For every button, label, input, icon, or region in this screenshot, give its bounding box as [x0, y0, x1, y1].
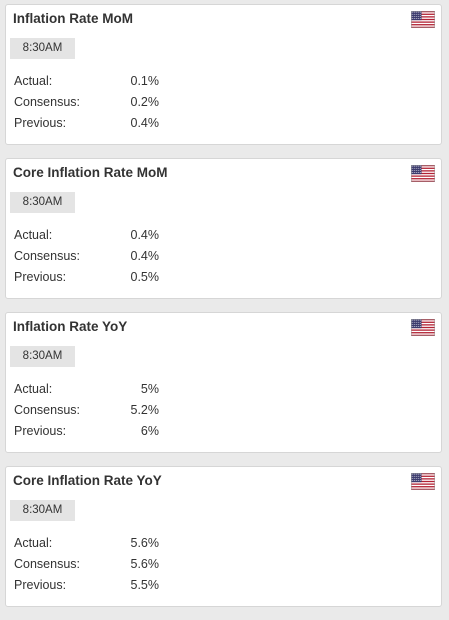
- previous-value: 0.5%: [130, 270, 160, 284]
- event-time-badge: 8:30AM: [10, 346, 75, 367]
- consensus-value: 5.2%: [130, 403, 160, 417]
- actual-value: 5%: [140, 382, 159, 396]
- event-card-core-inflation-rate-yoy[interactable]: Core Inflation Rate YoY 8:30AM Actual: 5…: [5, 466, 442, 607]
- event-title: Inflation Rate YoY: [13, 319, 128, 334]
- actual-label: Actual:: [14, 382, 53, 396]
- previous-value: 6%: [140, 424, 159, 438]
- actual-row: Actual: 0.1%: [14, 73, 159, 89]
- consensus-label: Consensus:: [14, 403, 81, 417]
- us-flag-icon: [411, 319, 435, 336]
- consensus-row: Consensus: 0.4%: [14, 248, 159, 264]
- previous-value: 0.4%: [130, 116, 160, 130]
- previous-value: 5.5%: [130, 578, 160, 592]
- event-title: Core Inflation Rate MoM: [13, 165, 168, 180]
- economic-calendar-list: Inflation Rate MoM 8:30AM Actual: 0.1% C…: [5, 4, 442, 620]
- previous-label: Previous:: [14, 578, 67, 592]
- actual-label: Actual:: [14, 536, 53, 550]
- event-title: Inflation Rate MoM: [13, 11, 133, 26]
- event-time-badge: 8:30AM: [10, 192, 75, 213]
- actual-row: Actual: 0.4%: [14, 227, 159, 243]
- consensus-row: Consensus: 5.2%: [14, 402, 159, 418]
- consensus-label: Consensus:: [14, 249, 81, 263]
- previous-row: Previous: 0.5%: [14, 269, 159, 285]
- event-title: Core Inflation Rate YoY: [13, 473, 162, 488]
- previous-label: Previous:: [14, 270, 67, 284]
- consensus-row: Consensus: 0.2%: [14, 94, 159, 110]
- previous-label: Previous:: [14, 116, 67, 130]
- us-flag-icon: [411, 11, 435, 28]
- event-card-inflation-rate-mom[interactable]: Inflation Rate MoM 8:30AM Actual: 0.1% C…: [5, 4, 442, 145]
- consensus-value: 5.6%: [130, 557, 160, 571]
- consensus-value: 0.4%: [130, 249, 160, 263]
- event-time-badge: 8:30AM: [10, 38, 75, 59]
- actual-value: 0.4%: [130, 228, 160, 242]
- event-card-inflation-rate-yoy[interactable]: Inflation Rate YoY 8:30AM Actual: 5% Con…: [5, 312, 442, 453]
- previous-label: Previous:: [14, 424, 67, 438]
- actual-label: Actual:: [14, 74, 53, 88]
- consensus-row: Consensus: 5.6%: [14, 556, 159, 572]
- previous-row: Previous: 5.5%: [14, 577, 159, 593]
- actual-row: Actual: 5.6%: [14, 535, 159, 551]
- consensus-label: Consensus:: [14, 557, 81, 571]
- consensus-label: Consensus:: [14, 95, 81, 109]
- event-time-badge: 8:30AM: [10, 500, 75, 521]
- previous-row: Previous: 6%: [14, 423, 159, 439]
- previous-row: Previous: 0.4%: [14, 115, 159, 131]
- actual-value: 5.6%: [130, 536, 160, 550]
- event-card-core-inflation-rate-mom[interactable]: Core Inflation Rate MoM 8:30AM Actual: 0…: [5, 158, 442, 299]
- actual-row: Actual: 5%: [14, 381, 159, 397]
- consensus-value: 0.2%: [130, 95, 160, 109]
- us-flag-icon: [411, 165, 435, 182]
- actual-value: 0.1%: [130, 74, 160, 88]
- us-flag-icon: [411, 473, 435, 490]
- actual-label: Actual:: [14, 228, 53, 242]
